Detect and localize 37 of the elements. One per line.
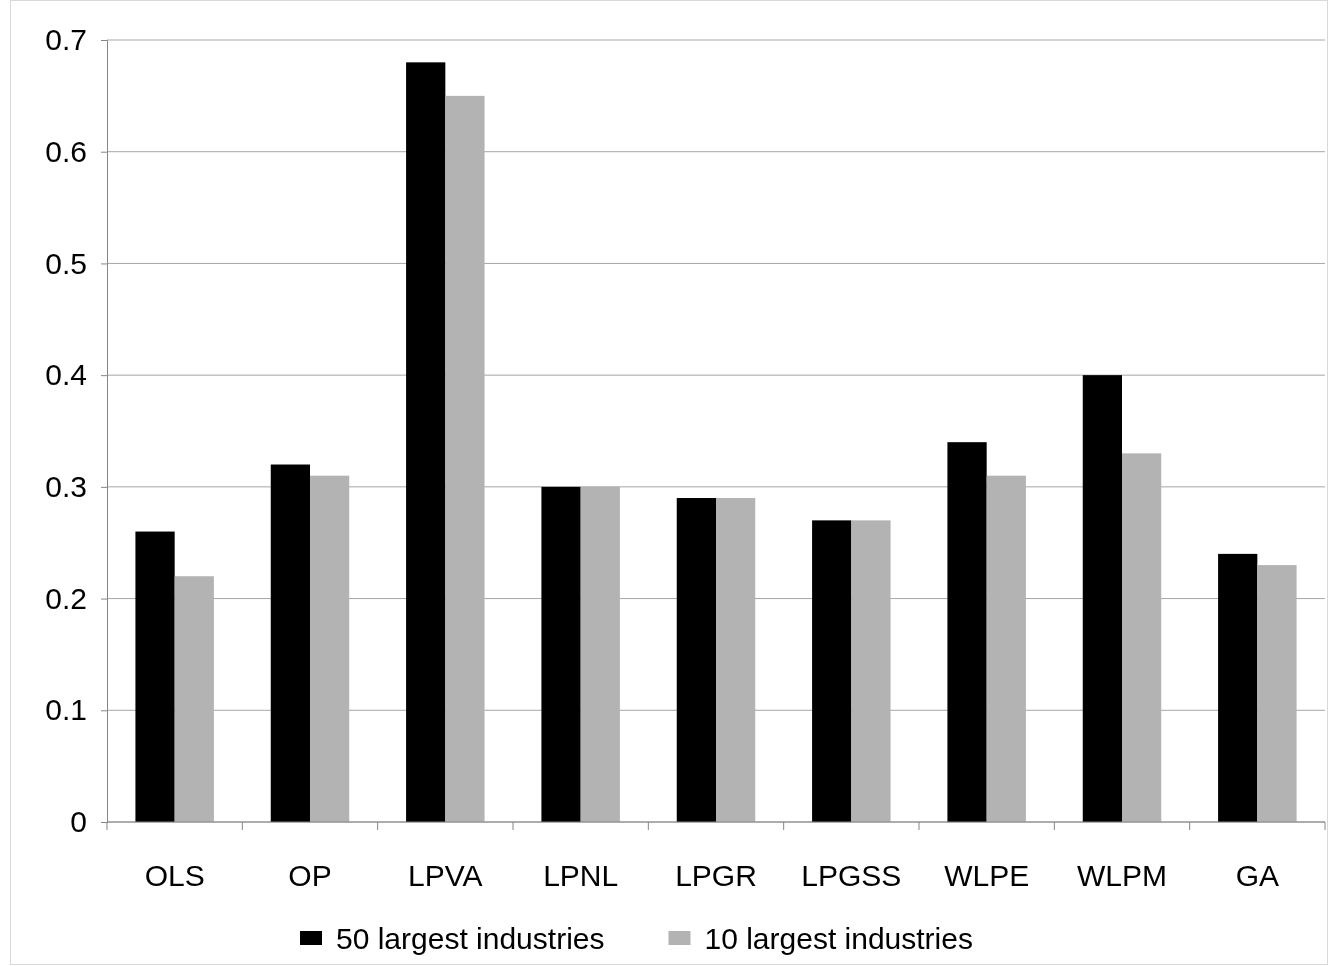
bar — [174, 576, 214, 822]
x-tick-label: OLS — [144, 859, 205, 892]
legend-label: 50 largest industries — [336, 922, 605, 955]
bar — [135, 531, 175, 822]
x-tick-label: LPGSS — [801, 859, 902, 892]
x-tick-label: LPNL — [543, 859, 619, 892]
bar — [310, 475, 350, 822]
bar — [580, 486, 620, 822]
x-tick-label: GA — [1235, 859, 1280, 892]
y-tick-label: 0.2 — [45, 581, 87, 615]
bar — [716, 498, 756, 822]
y-tick-label: 0.4 — [45, 358, 87, 392]
y-tick-label: 0.1 — [45, 693, 87, 727]
x-tick-label: OP — [288, 859, 332, 892]
bar — [812, 520, 852, 822]
x-tick-label: WLPE — [944, 859, 1030, 892]
y-tick-label: 0.3 — [45, 469, 87, 503]
bar — [270, 464, 310, 822]
bar — [1218, 553, 1258, 822]
bar — [541, 486, 581, 822]
y-tick-label: 0.7 — [45, 23, 87, 57]
y-tick-label: 0.6 — [45, 134, 87, 168]
bar — [445, 95, 485, 822]
bar — [947, 442, 987, 822]
bar — [851, 520, 891, 822]
bar — [986, 475, 1026, 822]
bar — [1082, 375, 1122, 822]
y-tick-label: 0.5 — [45, 246, 87, 280]
y-tick-label: 0 — [70, 805, 87, 839]
x-tick-label: LPGR — [675, 859, 757, 892]
legend-label: 10 largest industries — [704, 922, 973, 955]
x-tick-label: WLPM — [1077, 859, 1167, 892]
bar — [676, 498, 716, 822]
x-tick-label: LPVA — [408, 859, 483, 892]
bar — [1122, 453, 1162, 822]
bar — [1257, 565, 1297, 822]
bar — [406, 62, 446, 822]
